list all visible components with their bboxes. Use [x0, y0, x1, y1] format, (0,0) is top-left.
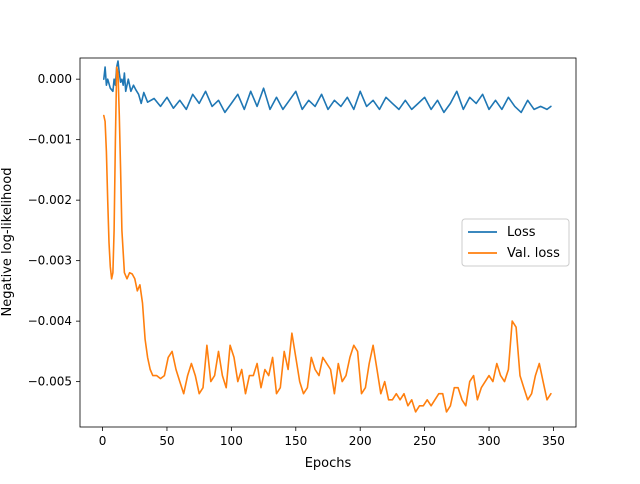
- x-tick-label: 350: [542, 434, 565, 448]
- axes-frame: [79, 57, 577, 428]
- y-tick-label: −0.003: [28, 254, 72, 268]
- y-tick-label: −0.002: [28, 193, 72, 207]
- y-tick-label: −0.001: [28, 133, 72, 147]
- legend-label-val-loss: Val. loss: [507, 246, 560, 261]
- x-tick-label: 250: [413, 434, 436, 448]
- y-axis-label: Negative log-likelihood: [0, 168, 15, 317]
- y-tick-label: 0.000: [38, 72, 72, 86]
- legend-label-loss: Loss: [507, 225, 536, 240]
- x-tick-label: 100: [220, 434, 243, 448]
- series-layer: [103, 60, 552, 413]
- x-axis-label: Epochs: [305, 456, 352, 471]
- x-tick-label: 150: [284, 434, 307, 448]
- x-tick-label: 200: [349, 434, 372, 448]
- x-tick-label: 0: [99, 434, 107, 448]
- x-tick-label: 300: [478, 434, 501, 448]
- x-tick-label: 50: [159, 434, 174, 448]
- x-axis: 0 50 100 150 200 250 300 350: [99, 427, 565, 448]
- legend-box: [461, 218, 570, 267]
- y-tick-label: −0.005: [28, 375, 72, 389]
- legend: Loss Val. loss: [461, 218, 570, 267]
- y-axis: −0.005 −0.004 −0.003 −0.002 −0.001 0.000: [28, 72, 80, 389]
- y-tick-label: −0.004: [28, 314, 72, 328]
- series-line-val-loss: [103, 66, 552, 413]
- series-line-loss: [103, 60, 552, 114]
